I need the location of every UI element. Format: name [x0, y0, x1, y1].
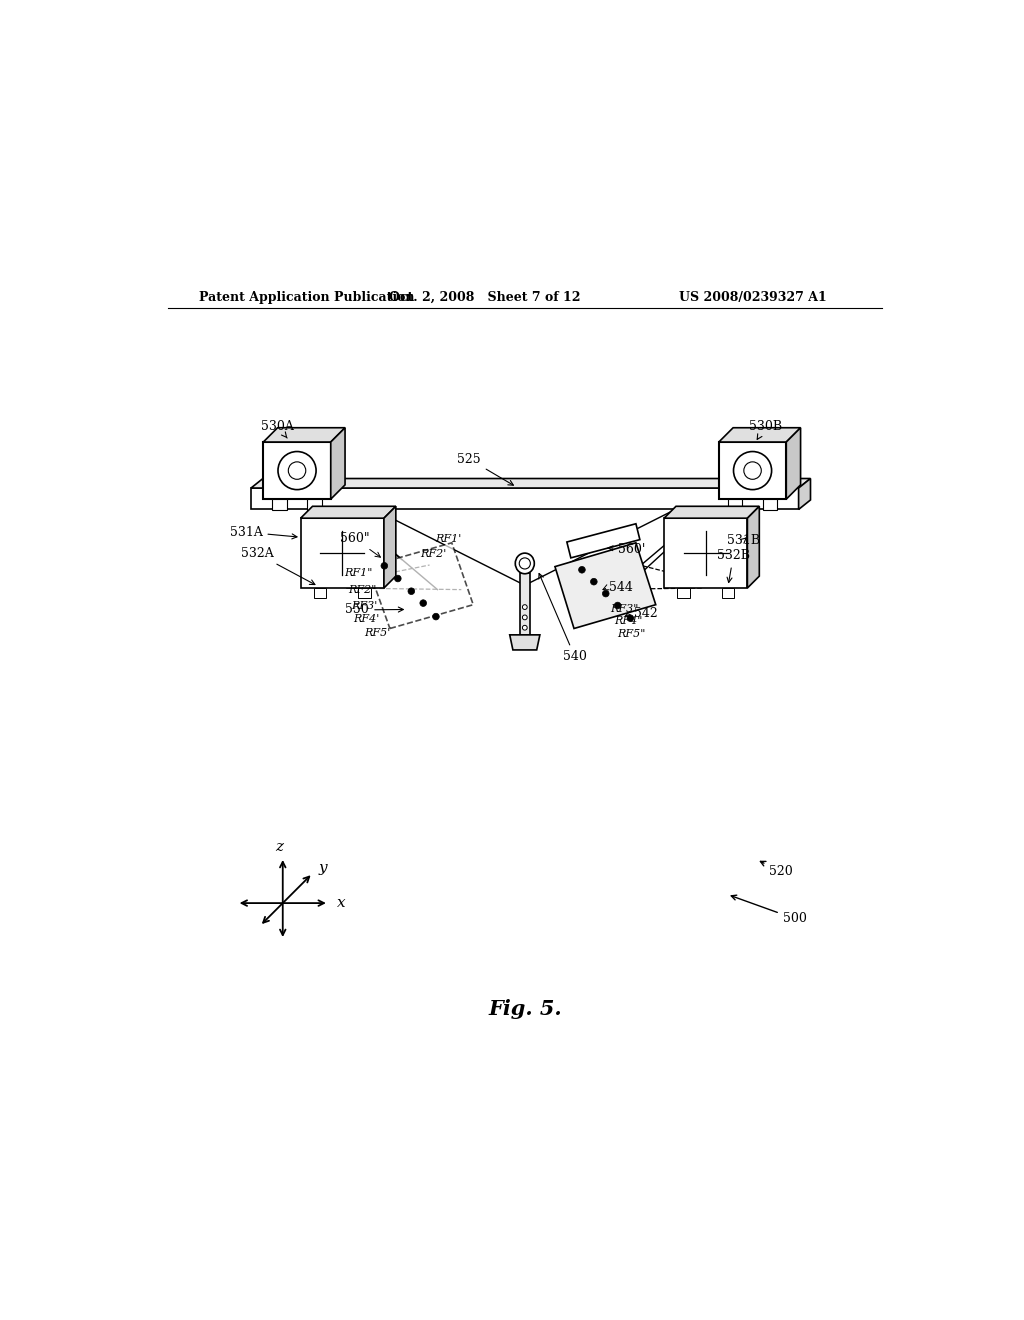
Polygon shape: [748, 507, 760, 587]
Text: RF2": RF2": [348, 585, 376, 595]
Circle shape: [408, 587, 415, 594]
Bar: [519, 573, 530, 635]
Polygon shape: [384, 507, 396, 587]
Polygon shape: [677, 587, 690, 598]
Polygon shape: [763, 499, 777, 511]
Circle shape: [522, 626, 527, 630]
Text: RF4": RF4": [613, 616, 642, 627]
Text: RF3": RF3": [609, 603, 638, 614]
Ellipse shape: [515, 553, 535, 574]
Text: 550: 550: [345, 603, 403, 616]
Polygon shape: [786, 428, 801, 499]
Polygon shape: [301, 507, 396, 519]
Text: x: x: [337, 896, 346, 909]
Text: z: z: [274, 840, 283, 854]
Text: RF2': RF2': [420, 549, 446, 558]
Circle shape: [579, 566, 586, 573]
Polygon shape: [719, 428, 801, 442]
Circle shape: [614, 602, 621, 609]
Polygon shape: [555, 543, 655, 628]
Polygon shape: [722, 587, 734, 598]
Circle shape: [519, 558, 530, 569]
Text: y: y: [318, 862, 328, 875]
Text: 525: 525: [458, 453, 513, 486]
Text: 500: 500: [731, 895, 807, 925]
Circle shape: [394, 576, 401, 582]
Text: Oct. 2, 2008   Sheet 7 of 12: Oct. 2, 2008 Sheet 7 of 12: [389, 292, 581, 304]
Text: RF1": RF1": [344, 568, 373, 578]
Polygon shape: [567, 524, 640, 558]
Polygon shape: [313, 587, 327, 598]
Text: RF1': RF1': [435, 533, 462, 544]
Polygon shape: [263, 442, 331, 499]
Polygon shape: [251, 488, 799, 510]
Text: RF4': RF4': [353, 614, 380, 624]
Text: RF5': RF5': [365, 628, 391, 639]
Polygon shape: [307, 499, 322, 511]
Polygon shape: [368, 543, 473, 628]
Text: 560": 560": [340, 532, 381, 557]
Text: 531B: 531B: [727, 533, 760, 546]
Polygon shape: [331, 428, 345, 499]
Circle shape: [420, 599, 427, 606]
Polygon shape: [272, 499, 287, 511]
Polygon shape: [301, 519, 384, 587]
Circle shape: [522, 605, 527, 610]
Polygon shape: [665, 507, 760, 519]
Text: 544: 544: [609, 581, 633, 594]
Polygon shape: [665, 519, 748, 587]
Polygon shape: [799, 479, 811, 510]
Polygon shape: [263, 428, 345, 442]
Circle shape: [381, 562, 388, 569]
Text: RF3': RF3': [351, 602, 377, 611]
Circle shape: [627, 615, 634, 622]
Text: 540: 540: [539, 573, 587, 663]
Circle shape: [591, 578, 597, 585]
Text: Patent Application Publication: Patent Application Publication: [200, 292, 415, 304]
Circle shape: [602, 590, 609, 597]
Text: 532A: 532A: [241, 546, 315, 585]
Polygon shape: [728, 499, 742, 511]
Polygon shape: [251, 479, 811, 488]
Circle shape: [432, 614, 439, 620]
Text: Fig. 5.: Fig. 5.: [488, 999, 561, 1019]
Text: 530A: 530A: [261, 420, 294, 438]
Text: US 2008/0239327 A1: US 2008/0239327 A1: [679, 292, 826, 304]
Text: 520: 520: [761, 862, 793, 878]
Text: 531A: 531A: [229, 525, 297, 539]
Polygon shape: [510, 635, 540, 649]
Text: RF5": RF5": [616, 630, 645, 639]
Polygon shape: [719, 442, 786, 499]
Text: 560': 560': [608, 543, 646, 556]
Text: 542: 542: [634, 607, 657, 620]
Text: 530B: 530B: [749, 420, 781, 440]
Text: 532B: 532B: [717, 549, 750, 582]
Circle shape: [522, 615, 527, 620]
Polygon shape: [358, 587, 371, 598]
